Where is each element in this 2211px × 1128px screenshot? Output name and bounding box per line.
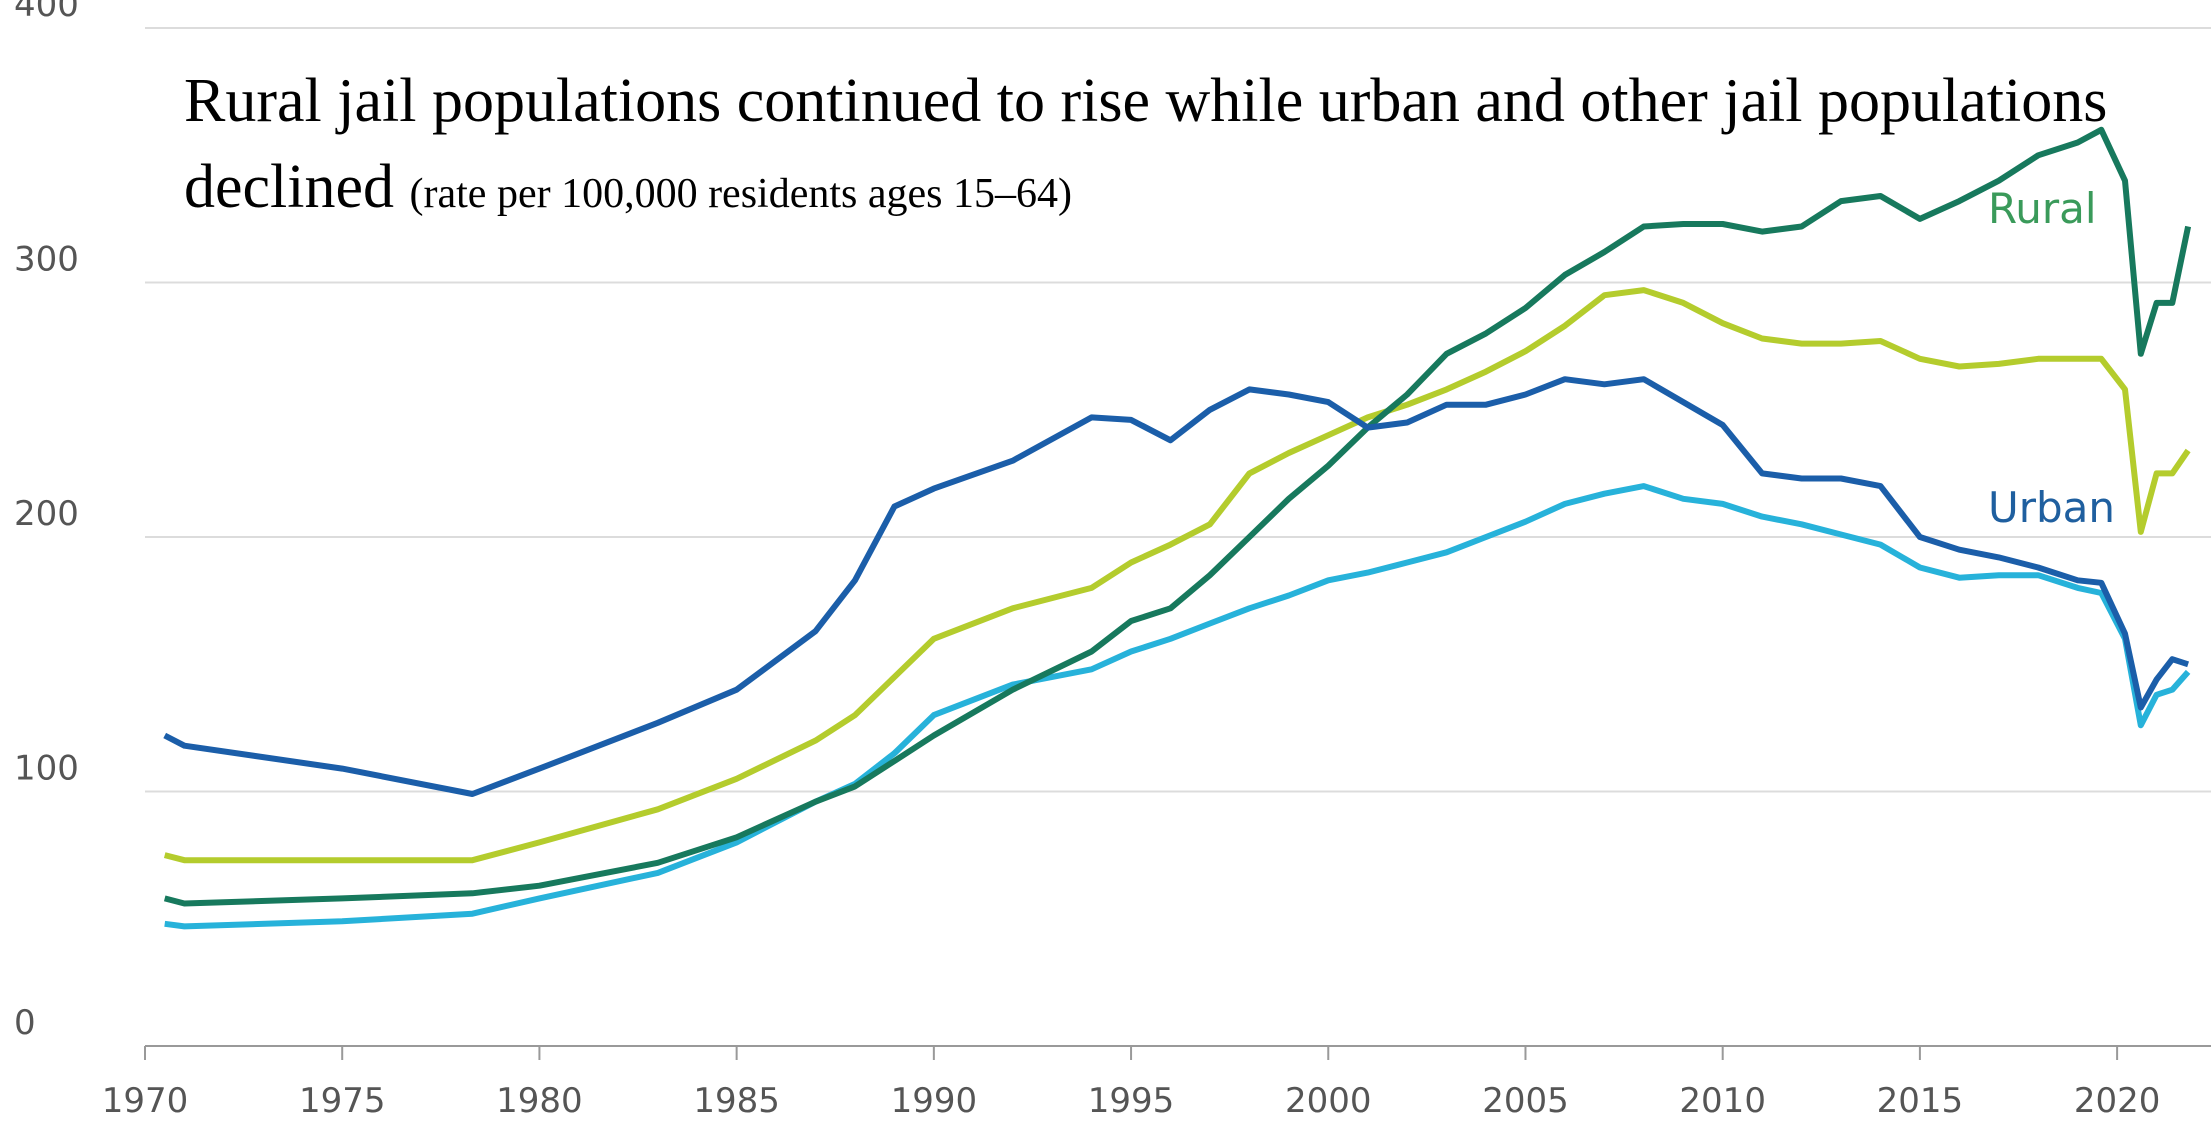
- y-tick-label: 400: [14, 0, 79, 25]
- x-tick-label: 1990: [891, 1081, 978, 1121]
- y-tick-label: 200: [14, 494, 79, 534]
- y-tick-label: 100: [14, 749, 79, 789]
- x-tick-label: 2000: [1285, 1081, 1372, 1121]
- y-tick-label: 300: [14, 240, 79, 280]
- y-tick-label: 0: [14, 1003, 36, 1043]
- x-tick-label: 2015: [1877, 1081, 1964, 1121]
- series-label: Urban: [1988, 483, 2115, 532]
- x-tick-label: 1985: [693, 1081, 780, 1121]
- x-tick-label: 1970: [102, 1081, 189, 1121]
- x-tick-label: 2010: [1679, 1081, 1766, 1121]
- x-tick-label: 2020: [2074, 1081, 2161, 1121]
- series-line: [163, 287, 2191, 864]
- x-tick-label: 1995: [1088, 1081, 1175, 1121]
- x-tick-label: 1980: [496, 1081, 583, 1121]
- x-tick-label: 1975: [299, 1081, 386, 1121]
- chart-subtitle: (rate per 100,000 residents ages 15–64): [409, 171, 1072, 217]
- x-tick-label: 2005: [1482, 1081, 1569, 1121]
- series-label: Rural: [1988, 184, 2097, 233]
- chart-title: Rural jail populations continued to rise…: [184, 67, 2108, 221]
- series-line: [163, 126, 2192, 907]
- chart-title-block: Rural jail populations continued to rise…: [184, 58, 2184, 237]
- series-line: [163, 376, 2190, 797]
